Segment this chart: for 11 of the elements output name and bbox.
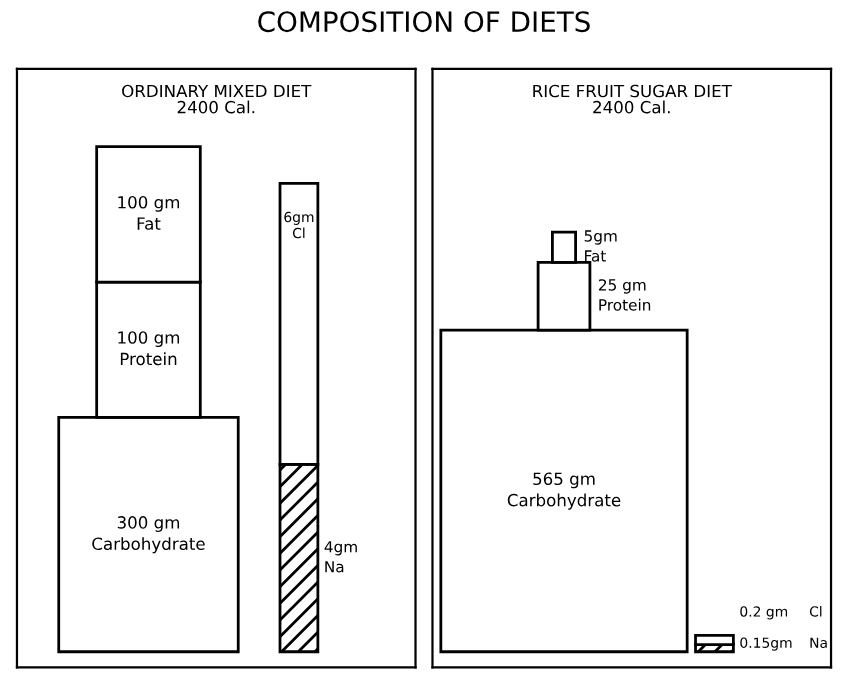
data-label: 100 gm xyxy=(118,331,180,348)
category-label: Carbohydrate xyxy=(507,493,621,510)
data-label: 100 gm xyxy=(118,195,180,212)
category-label: Fat xyxy=(137,217,161,230)
text: COMPOSITION OF DIETS xyxy=(258,11,590,33)
category-label: Protein xyxy=(120,352,177,366)
category-label: Carbohydrate xyxy=(92,537,205,554)
data-label: 300 gm xyxy=(117,516,180,532)
data-label: 565 gm xyxy=(533,472,595,489)
text: ORDINARY MIXED DIET 2400 Cal. xyxy=(122,84,312,114)
text: RICE FRUIT SUGAR DIET 2400 Cal. xyxy=(533,84,732,114)
